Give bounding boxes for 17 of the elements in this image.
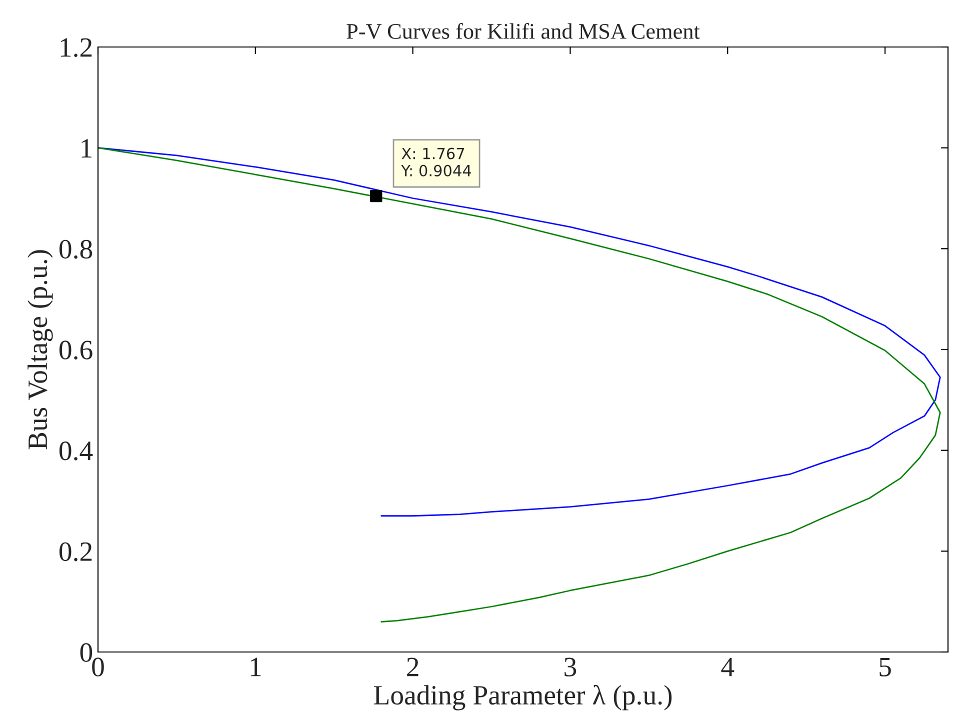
- y-tick-label: 1: [82, 139, 92, 158]
- x-tick-label: 1: [250, 658, 261, 676]
- annotation: X: 1.767 Y: 0.9044: [401, 148, 472, 176]
- x-tick-label: 5: [880, 658, 891, 676]
- line-series: [98, 147, 941, 622]
- x-tick-label: 4: [721, 658, 734, 676]
- chart-title: P-V Curves for Kilifi and MSA Cement: [346, 23, 700, 40]
- y-tick-label: 0.4: [59, 442, 93, 460]
- y-tick-label: 1.2: [60, 38, 92, 58]
- x-axis-title: Loading Parameter λ (p.u.): [374, 684, 672, 710]
- x-tick-label: 2: [407, 658, 418, 676]
- y-tick-label: 0.8: [59, 240, 92, 259]
- y-tick-label: 0.6: [59, 340, 92, 360]
- x-tick-label: 3: [564, 658, 576, 676]
- y-tick-label: 0: [80, 643, 92, 662]
- y-axis-title: Bus Voltage (p.u.): [28, 250, 53, 450]
- y-tick-label: 0.2: [59, 542, 92, 562]
